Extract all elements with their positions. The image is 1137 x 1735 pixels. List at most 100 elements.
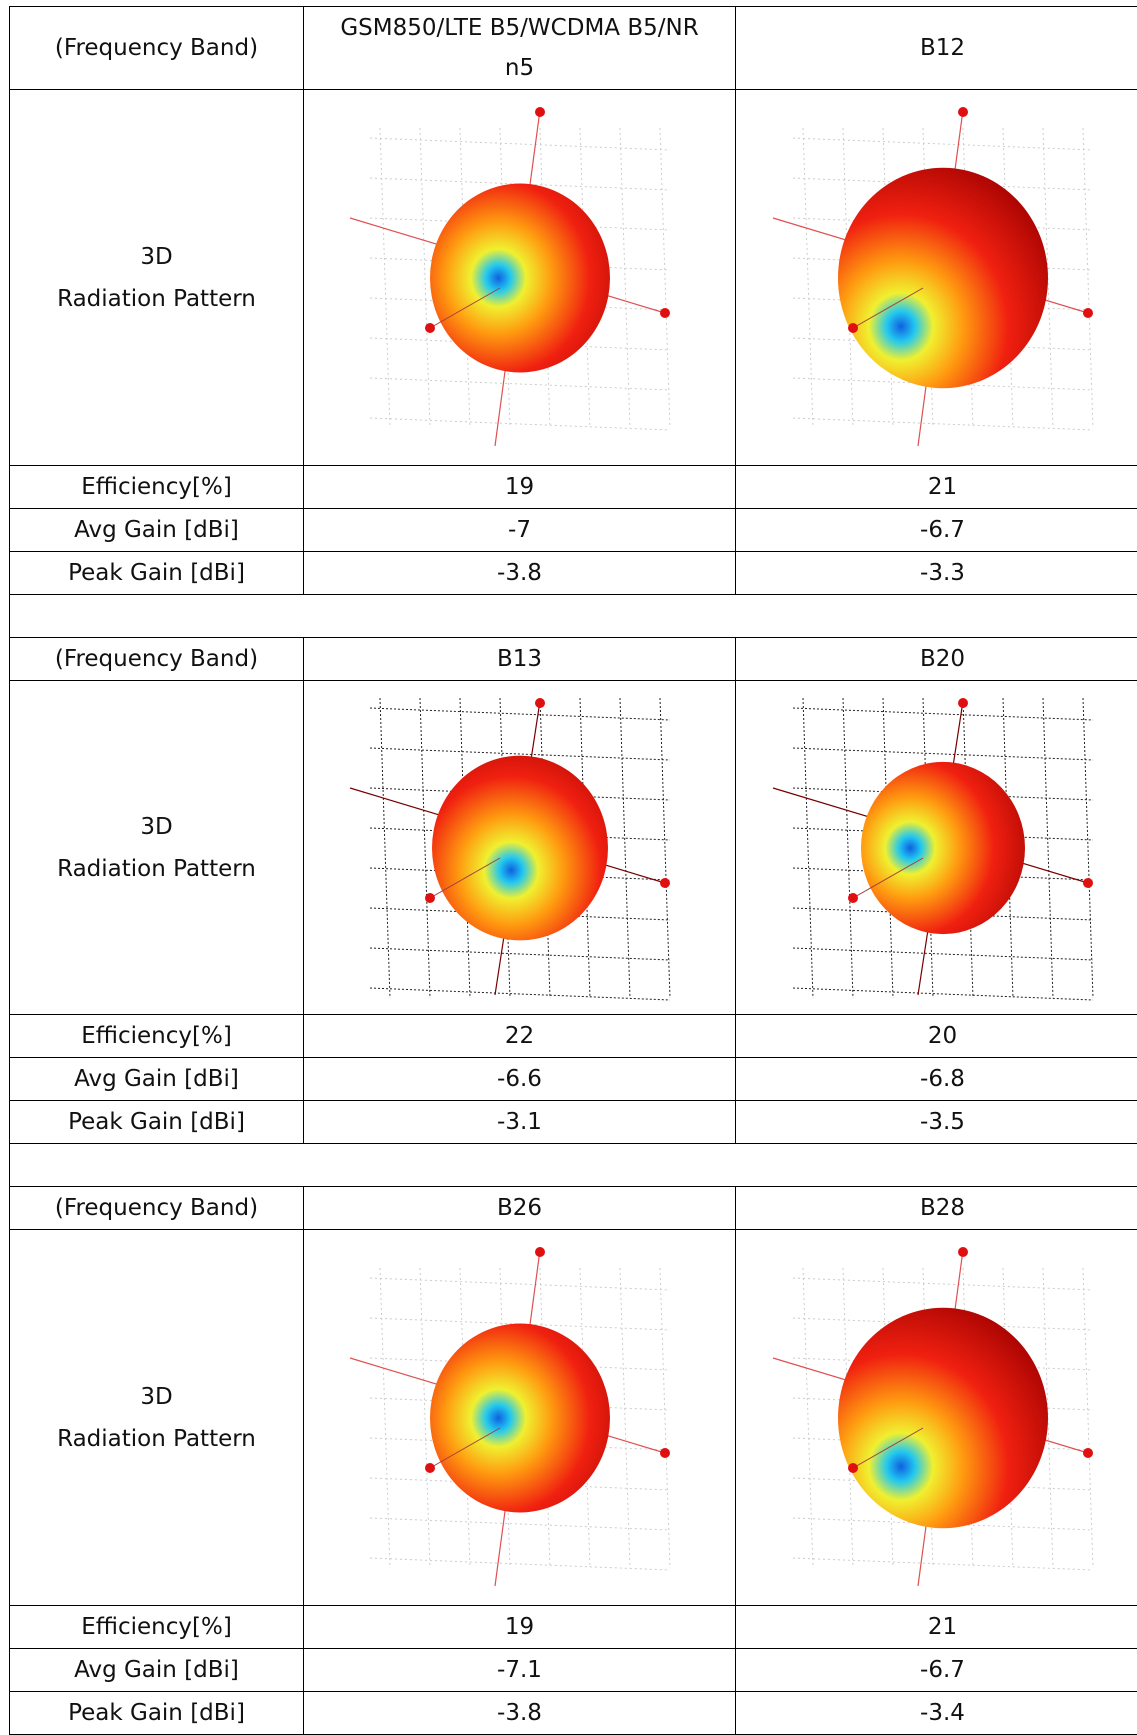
radiation-pattern [743,686,1137,1010]
row-label: Peak Gain [dBi] [10,1101,304,1144]
axis-arrow [1083,878,1093,888]
row-value: -3.3 [736,552,1137,595]
grid-line [620,128,630,428]
axis-arrow [425,323,435,333]
row-value: 20 [736,1015,1137,1058]
grid-line [380,698,390,998]
band-name: B13 [304,646,735,672]
row-value: 21 [736,1606,1137,1649]
grid-line [420,1268,430,1568]
header-row: (Frequency Band)GSM850/LTE B5/WCDMA B5/N… [10,7,1137,90]
grid-line [370,138,670,150]
band-header: B20 [736,638,1137,681]
pattern-label-line: 3D [10,236,303,278]
pattern-label-line: 3D [10,806,303,848]
band-header: GSM850/LTE B5/WCDMA B5/NR n5 [304,7,736,90]
grid-line [793,748,1093,760]
axis-arrow [535,1247,545,1257]
header-label: (Frequency Band) [10,638,304,681]
grid-line [380,128,390,428]
grid-line [843,698,853,998]
axis-arrow [848,323,858,333]
band-header: B26 [304,1187,736,1230]
grid-line [1083,128,1093,428]
grid-line [793,418,1093,430]
grid-line [793,1278,1093,1290]
row-value: 19 [304,1606,736,1649]
grid-line [370,418,670,430]
spacer-row [10,595,1137,638]
row-label: Avg Gain [dBi] [10,509,304,552]
grid-line [370,378,670,390]
row-value: -3.8 [304,1692,736,1735]
band-name: B26 [304,1195,735,1221]
pattern-cell [304,90,736,466]
row-value: -3.5 [736,1101,1137,1144]
pattern-sphere [430,1323,610,1512]
grid-line [803,1268,813,1568]
axis-arrow [1083,308,1093,318]
grid-line [370,1558,670,1570]
row-label: Efficiency[%] [10,1606,304,1649]
data-row: Peak Gain [dBi]-3.8-3.4 [10,1692,1137,1735]
header-label: (Frequency Band) [10,7,304,90]
spacer-cell [10,1144,1137,1187]
axis-arrow [535,107,545,117]
pattern-label-line: 3D [10,1376,303,1418]
row-label: Peak Gain [dBi] [10,1692,304,1735]
row-value: -7 [304,509,736,552]
pattern-sphere [838,167,1048,388]
grid-line [793,988,1093,1000]
axis-arrow [660,1448,670,1458]
pattern-cell [304,681,736,1015]
grid-line [803,128,813,428]
pattern-sphere [838,1307,1048,1528]
axis-arrow [1083,1448,1093,1458]
row-label: Efficiency[%] [10,1015,304,1058]
axis-arrow [660,878,670,888]
row-value: 21 [736,466,1137,509]
row-value: -6.8 [736,1058,1137,1101]
row-value: -3.8 [304,552,736,595]
band-name: B12 [736,28,1137,68]
grid-line [1083,698,1093,998]
grid-line [793,1558,1093,1570]
grid-line [793,708,1093,720]
axis-arrow [958,107,968,117]
pattern-label-line: Radiation Pattern [10,1418,303,1460]
grid-line [660,128,670,428]
pattern-label-line: Radiation Pattern [10,278,303,320]
radiation-pattern [320,95,720,461]
row-value: -6.6 [304,1058,736,1101]
data-row: Avg Gain [dBi]-7-6.7 [10,509,1137,552]
header-label: (Frequency Band) [10,1187,304,1230]
grid-line [370,1518,670,1530]
grid-line [660,698,670,998]
band-name: B20 [736,646,1137,672]
grid-line [1083,1268,1093,1568]
grid-line [660,1268,670,1568]
radiation-pattern [743,1235,1137,1601]
grid-line [370,988,670,1000]
grid-line [793,138,1093,150]
grid-line [380,1268,390,1568]
data-row: Avg Gain [dBi]-7.1-6.7 [10,1649,1137,1692]
pattern-cell [736,681,1137,1015]
axis-arrow [425,1463,435,1473]
grid-line [370,708,670,720]
row-label: Avg Gain [dBi] [10,1058,304,1101]
pattern-cell [304,1230,736,1606]
row-label: Efficiency[%] [10,466,304,509]
band-name: GSM850/LTE B5/WCDMA B5/NR n5 [304,8,735,88]
axis-arrow [660,308,670,318]
band-header: B13 [304,638,736,681]
